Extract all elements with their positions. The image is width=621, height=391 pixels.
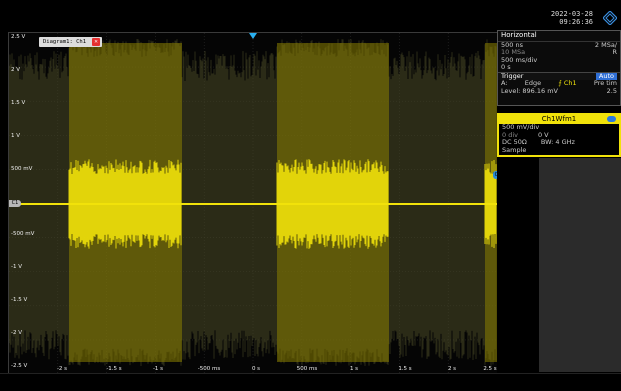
trigger-type: Edge xyxy=(524,79,542,87)
trigger-pretime: Pre tim xyxy=(593,79,617,87)
sidebar-empty-area xyxy=(539,158,621,372)
y-axis-label: -2.5 V xyxy=(11,363,28,369)
y-axis-label: -1.5 V xyxy=(11,297,28,304)
x-axis-label: 2.5 s xyxy=(483,366,497,372)
y-axis-label: -500 mV xyxy=(11,231,35,238)
time-text: 09:26:36 xyxy=(559,18,593,26)
horizontal-row-0-right: 2 MSa/ xyxy=(594,40,617,49)
horizontal-title: Horizontal xyxy=(498,31,620,42)
channel-offset-div: 0 div xyxy=(502,130,518,139)
channel-offset-v: 0 V xyxy=(537,130,549,139)
channel-toggle-icon[interactable] xyxy=(607,116,616,122)
rohde-schwarz-logo-icon xyxy=(603,11,617,25)
horizontal-panel[interactable]: Horizontal 500 ns 2 MSa/ 10 MSa R 500 ms/d… xyxy=(497,30,621,106)
y-axis-label: 1 V xyxy=(11,132,21,139)
diagram-tab-label: Diagram1: Ch1 xyxy=(43,39,87,45)
top-bar: 2022-03-28 09:26:36 xyxy=(0,0,621,30)
x-axis-label: 500 ms xyxy=(296,366,318,372)
y-axis-label: 2 V xyxy=(11,66,21,73)
channel-mode: Sample xyxy=(502,145,527,154)
trigger-level: Level: 896.16 mV xyxy=(501,86,559,95)
x-axis-label: -2 s xyxy=(56,366,68,372)
datetime-display: 2022-03-28 09:26:36 xyxy=(551,10,593,26)
y-axis-label: 1.5 V xyxy=(11,99,26,106)
horizontal-row-1-left: 10 MSa xyxy=(501,48,526,56)
bottom-bar xyxy=(0,373,621,391)
trigger-source: ⨍ Ch1 xyxy=(558,79,577,87)
channel-scale: 500 mV/div xyxy=(502,123,540,131)
waveform-canvas xyxy=(9,33,497,374)
trigger-level-marker[interactable]: C1 xyxy=(493,171,497,179)
channel-panel[interactable]: Ch1Wfm1 500 mV/div 0 div 0 V DC 50Ω BW: 4 … xyxy=(497,113,621,157)
horizontal-row-3-left: 0 s xyxy=(501,63,511,71)
trigger-line2-right: 2.5 xyxy=(606,86,617,95)
x-axis-label: 1 s xyxy=(349,366,359,372)
trigger-title: Trigger xyxy=(501,71,524,80)
close-icon[interactable]: ✕ xyxy=(92,38,101,46)
trigger-line1-left: A: xyxy=(501,79,508,87)
channel-coupling: DC 50Ω xyxy=(502,138,527,146)
x-axis-label: -1.5 s xyxy=(106,366,122,372)
diagram-tab[interactable]: Diagram1: Ch1 ✕ xyxy=(39,37,103,47)
y-axis-label: -1 V xyxy=(11,264,22,271)
x-axis-label: -500 ms xyxy=(197,366,221,372)
x-axis-label: -1 s xyxy=(152,366,164,372)
x-axis-label: 1.5 s xyxy=(398,366,412,372)
trigger-position-marker-icon[interactable] xyxy=(249,33,257,39)
waveform-diagram[interactable]: 2.5 V 2 V 1.5 V 1 V 500 mV -500 mV -1 V -1.5 V -… xyxy=(8,32,498,375)
trigger-source-label: Ch1 xyxy=(563,79,577,87)
channel-title-bar[interactable]: Ch1Wfm1 xyxy=(499,115,619,124)
channel-offset-marker[interactable]: C1 xyxy=(9,200,21,207)
trigger-header[interactable]: Trigger Auto xyxy=(498,71,620,80)
y-axis-label: -2 V xyxy=(11,330,22,337)
date-text: 2022-03-28 xyxy=(550,10,593,18)
y-axis-label: 500 mV xyxy=(11,165,33,172)
horizontal-row-0-left: 500 ns xyxy=(501,40,523,49)
horizontal-row-2-left: 500 ms/div xyxy=(501,55,538,64)
horizontal-row-1-right: R xyxy=(612,48,617,56)
trigger-mode-badge[interactable]: Auto xyxy=(595,72,617,80)
y-axis-label: 2.5 V xyxy=(11,34,26,40)
x-axis-label: 0 s xyxy=(251,366,261,372)
x-axis-label: 2 s xyxy=(447,366,457,372)
channel-bw: BW: 4 GHz xyxy=(540,138,575,146)
channel-title: Ch1Wfm1 xyxy=(541,115,577,123)
